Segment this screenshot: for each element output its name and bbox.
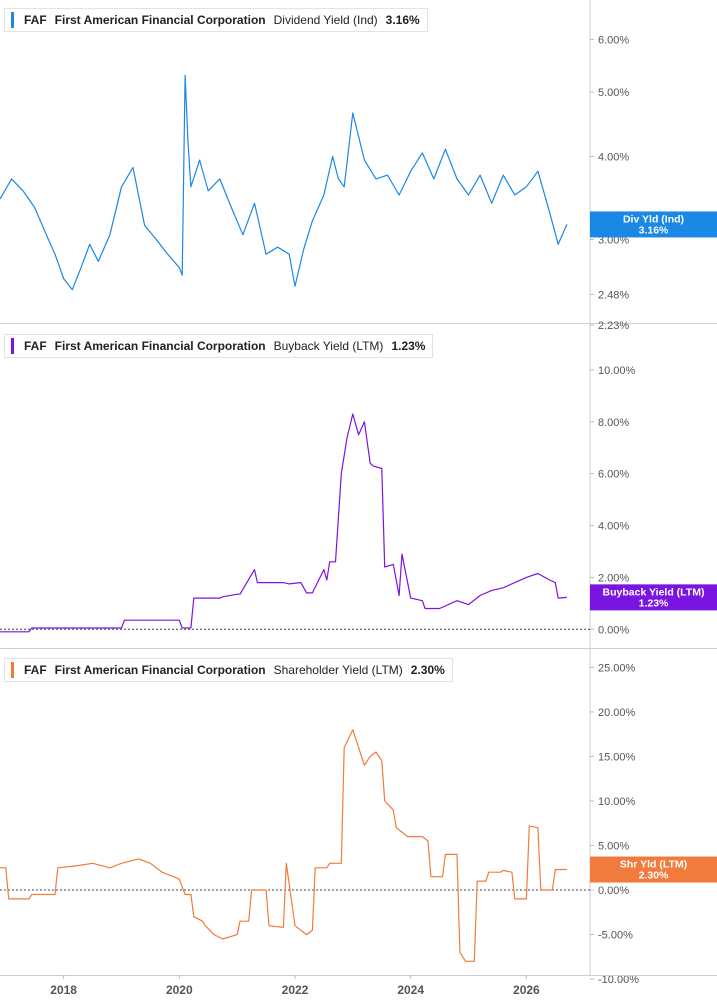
value-badge bbox=[590, 584, 717, 611]
y-tick-label: 10.00% bbox=[598, 796, 636, 808]
legend-metric: Shareholder Yield (LTM) bbox=[273, 663, 403, 677]
legend-buyback: FAF First American Financial Corporation… bbox=[4, 334, 434, 358]
y-tick-label: 25.00% bbox=[598, 662, 636, 674]
value-badge bbox=[590, 211, 717, 238]
value-badge bbox=[590, 856, 717, 883]
legend-value: 3.16% bbox=[385, 13, 420, 27]
legend-company: First American Financial Corporation bbox=[54, 663, 266, 677]
value-badge-label: Div Yld (Ind) bbox=[623, 213, 684, 225]
legend-ticker: FAF bbox=[24, 13, 47, 27]
legend-ticker: FAF bbox=[24, 339, 47, 353]
x-tick-label: 2024 bbox=[397, 983, 424, 997]
y-tick-label: 4.00% bbox=[598, 151, 629, 163]
series-line-dividend bbox=[0, 74, 568, 291]
y-tick-label: 2.00% bbox=[598, 572, 629, 584]
legend-metric: Buyback Yield (LTM) bbox=[273, 339, 384, 353]
legend-value: 2.30% bbox=[410, 663, 445, 677]
value-badge-label: Buyback Yield (LTM) bbox=[603, 586, 705, 598]
value-badge-value: 2.30% bbox=[639, 870, 669, 882]
x-tick-label: 2018 bbox=[50, 983, 77, 997]
y-tick-label: -5.00% bbox=[598, 930, 633, 942]
y-tick-label: 5.00% bbox=[598, 87, 629, 99]
value-badge-value: 3.16% bbox=[639, 224, 669, 236]
legend-ticker: FAF bbox=[24, 663, 47, 677]
x-tick-label: 2022 bbox=[282, 983, 309, 997]
legend-metric: Dividend Yield (Ind) bbox=[273, 13, 378, 27]
y-tick-label: 10.00% bbox=[598, 365, 636, 377]
y-tick-label: 2.48% bbox=[598, 289, 629, 301]
legend-shareholder: FAF First American Financial Corporation… bbox=[4, 658, 453, 682]
y-tick-label: 7.00% bbox=[598, 0, 629, 2]
y-tick-label: 6.00% bbox=[598, 34, 629, 46]
x-tick-label: 2026 bbox=[513, 983, 540, 997]
series-color-marker bbox=[11, 338, 14, 354]
legend-dividend: FAF First American Financial Corporation… bbox=[4, 8, 428, 32]
y-tick-label: 0.00% bbox=[598, 624, 629, 636]
legend-value: 1.23% bbox=[391, 339, 426, 353]
legend-company: First American Financial Corporation bbox=[54, 339, 266, 353]
value-badge-label: Shr Yld (LTM) bbox=[620, 859, 687, 871]
y-tick-label: 6.00% bbox=[598, 469, 629, 481]
y-tick-label: 0.00% bbox=[598, 885, 629, 897]
y-tick-label: 20.00% bbox=[598, 707, 636, 719]
y-tick-label: -10.00% bbox=[598, 974, 639, 986]
series-color-marker bbox=[11, 12, 14, 28]
y-tick-label: 8.00% bbox=[598, 417, 629, 429]
series-line-buyback bbox=[0, 413, 567, 633]
series-line-shareholder bbox=[0, 729, 567, 962]
series-color-marker bbox=[11, 662, 14, 678]
y-tick-label: 15.00% bbox=[598, 751, 636, 763]
x-tick-label: 2020 bbox=[166, 983, 193, 997]
y-tick-label: 5.00% bbox=[598, 840, 629, 852]
value-badge-value: 1.23% bbox=[639, 597, 669, 609]
y-tick-label: 4.00% bbox=[598, 521, 629, 533]
legend-company: First American Financial Corporation bbox=[54, 13, 266, 27]
y-tick-label: 2.23% bbox=[598, 320, 629, 332]
